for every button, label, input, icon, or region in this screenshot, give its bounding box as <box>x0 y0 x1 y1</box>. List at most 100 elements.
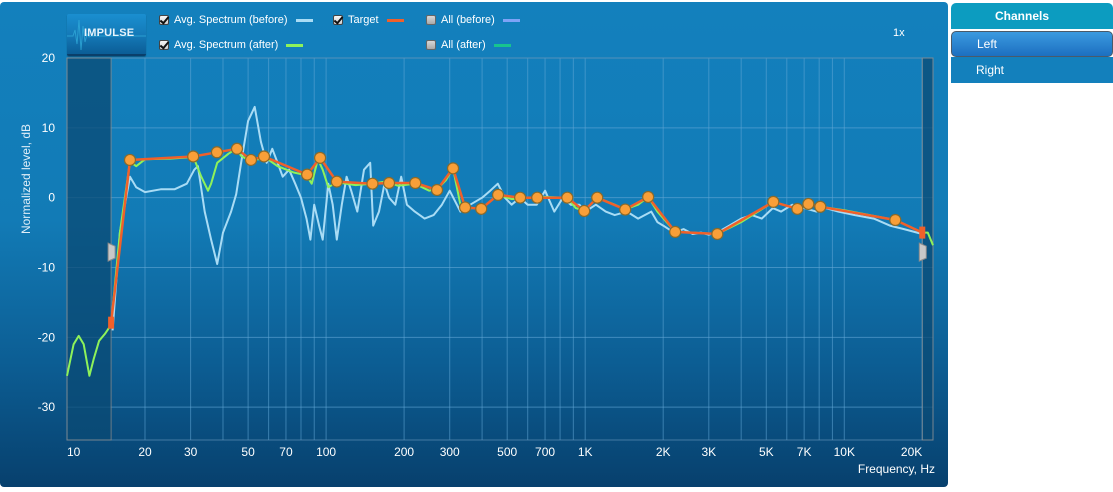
target-control-point[interactable] <box>578 204 591 218</box>
series-lines <box>66 105 934 377</box>
channel-left[interactable]: Left <box>951 31 1113 57</box>
x-tick-label: 30 <box>184 445 198 459</box>
spectrum-chart[interactable]: 10 20 30 50 70 100 200 300 500 700 1K 2K 3K 5K 7K 10K 20… <box>0 0 948 492</box>
target-control-point[interactable] <box>430 183 444 197</box>
x-tick-label: 300 <box>440 445 460 459</box>
y-tick-label: -10 <box>38 261 56 275</box>
target-control-point[interactable] <box>230 142 244 155</box>
legend-all-before[interactable]: All (before) <box>426 14 520 26</box>
excluded-region <box>66 57 112 441</box>
channels-header: Channels <box>951 3 1113 29</box>
x-axis-label: Frequency, Hz <box>857 462 935 476</box>
target-control-point[interactable] <box>475 202 488 215</box>
x-tick-label: 200 <box>394 445 414 459</box>
legend-all-after[interactable]: All (after) <box>426 39 511 51</box>
checkbox-target[interactable] <box>333 15 343 25</box>
channels-panel: Channels Left Right <box>951 3 1113 83</box>
x-tick-label: 1K <box>578 445 593 459</box>
legend-swatch <box>286 43 304 47</box>
x-tick-label: 20 <box>138 445 152 459</box>
checkbox-all-after[interactable] <box>426 40 436 50</box>
x-tick-label: 7K <box>797 445 812 459</box>
target-control-point[interactable] <box>591 191 604 204</box>
target-control-point[interactable] <box>210 146 224 159</box>
impulse-button-label: IMPULSE <box>84 27 135 39</box>
avg-spectrum-before-line <box>111 105 923 331</box>
y-tick-label: 0 <box>48 191 55 205</box>
impulse-button[interactable]: IMPULSE <box>67 14 146 56</box>
x-tick-label: 50 <box>241 445 255 459</box>
target-control-point[interactable] <box>446 162 460 175</box>
legend-avg-before[interactable]: Avg. Spectrum (before) <box>159 14 313 26</box>
range-drag-handle[interactable] <box>918 242 927 262</box>
target-control-point[interactable] <box>301 168 314 181</box>
target-control-point[interactable] <box>330 175 343 188</box>
avg-spectrum-after-line <box>66 147 934 377</box>
y-tick-label: -20 <box>38 330 56 344</box>
target-control-point[interactable] <box>802 197 815 211</box>
target-control-point[interactable] <box>642 190 655 204</box>
target-control-point[interactable] <box>514 191 527 204</box>
legend-swatch <box>295 18 313 22</box>
target-control-point[interactable] <box>187 150 200 163</box>
target-control-point[interactable] <box>459 201 472 214</box>
impulse-waveform-icon <box>67 19 146 51</box>
x-tick-label: 2K <box>656 445 671 459</box>
grid <box>66 57 934 441</box>
target-control-point[interactable] <box>366 177 379 190</box>
target-points <box>123 142 902 241</box>
legend-label: Target <box>348 14 379 26</box>
y-tick-label: -30 <box>38 400 56 414</box>
x-tick-label: 20K <box>901 445 922 459</box>
target-control-point[interactable] <box>382 176 396 190</box>
target-control-point[interactable] <box>561 191 574 204</box>
x-tick-label: 500 <box>497 445 517 459</box>
legend-label: All (before) <box>441 14 495 26</box>
y-tick-label: 10 <box>42 121 56 135</box>
target-control-point[interactable] <box>409 176 422 190</box>
legend-avg-after[interactable]: Avg. Spectrum (after) <box>159 39 304 51</box>
plot-border <box>66 57 934 441</box>
target-control-point[interactable] <box>257 150 271 163</box>
x-tick-label: 10 <box>67 445 81 459</box>
target-control-point[interactable] <box>669 225 682 238</box>
target-control-point[interactable] <box>123 153 137 167</box>
target-control-point[interactable] <box>531 191 544 204</box>
channel-right[interactable]: Right <box>951 57 1113 83</box>
checkbox-avg-before[interactable] <box>159 15 169 25</box>
target-control-point[interactable] <box>491 188 505 201</box>
target-control-point[interactable] <box>619 203 632 216</box>
checkbox-all-before[interactable] <box>426 15 436 25</box>
x-tick-label: 70 <box>279 445 293 459</box>
y-tick-label: 20 <box>42 51 56 65</box>
excluded-regions <box>66 57 934 441</box>
range-end-marker[interactable] <box>919 226 926 239</box>
y-axis-label: Normalized level, dB <box>19 124 33 235</box>
x-tick-label: 5K <box>759 445 774 459</box>
target-control-point[interactable] <box>313 151 327 164</box>
legend-label: Avg. Spectrum (after) <box>174 39 279 51</box>
legend-label: All (after) <box>441 39 486 51</box>
x-tick-label: 10K <box>834 445 855 459</box>
legend-swatch <box>386 18 404 22</box>
legend-target[interactable]: Target <box>333 14 404 26</box>
zoom-level[interactable]: 1x <box>893 27 905 39</box>
target-control-point[interactable] <box>889 213 902 227</box>
x-tick-label: 100 <box>316 445 336 459</box>
range-end-marker[interactable] <box>108 316 115 329</box>
target-control-point[interactable] <box>767 195 780 208</box>
spectrum-panel <box>0 2 948 487</box>
legend-swatch <box>493 43 511 47</box>
range-drag-handle[interactable] <box>107 242 116 262</box>
target-control-point[interactable] <box>791 202 804 215</box>
x-tick-label: 700 <box>535 445 555 459</box>
x-tick-label: 3K <box>701 445 716 459</box>
axis-ticks: 10 20 30 50 70 100 200 300 500 700 1K 2K 3K 5K 7K 10K 20… <box>38 51 923 459</box>
target-control-point[interactable] <box>244 153 258 167</box>
target-line <box>109 147 923 323</box>
target-control-point[interactable] <box>814 200 827 213</box>
range-handles <box>107 226 927 329</box>
target-control-point[interactable] <box>711 227 724 241</box>
checkbox-avg-after[interactable] <box>159 40 169 50</box>
legend-label: Avg. Spectrum (before) <box>174 14 288 26</box>
